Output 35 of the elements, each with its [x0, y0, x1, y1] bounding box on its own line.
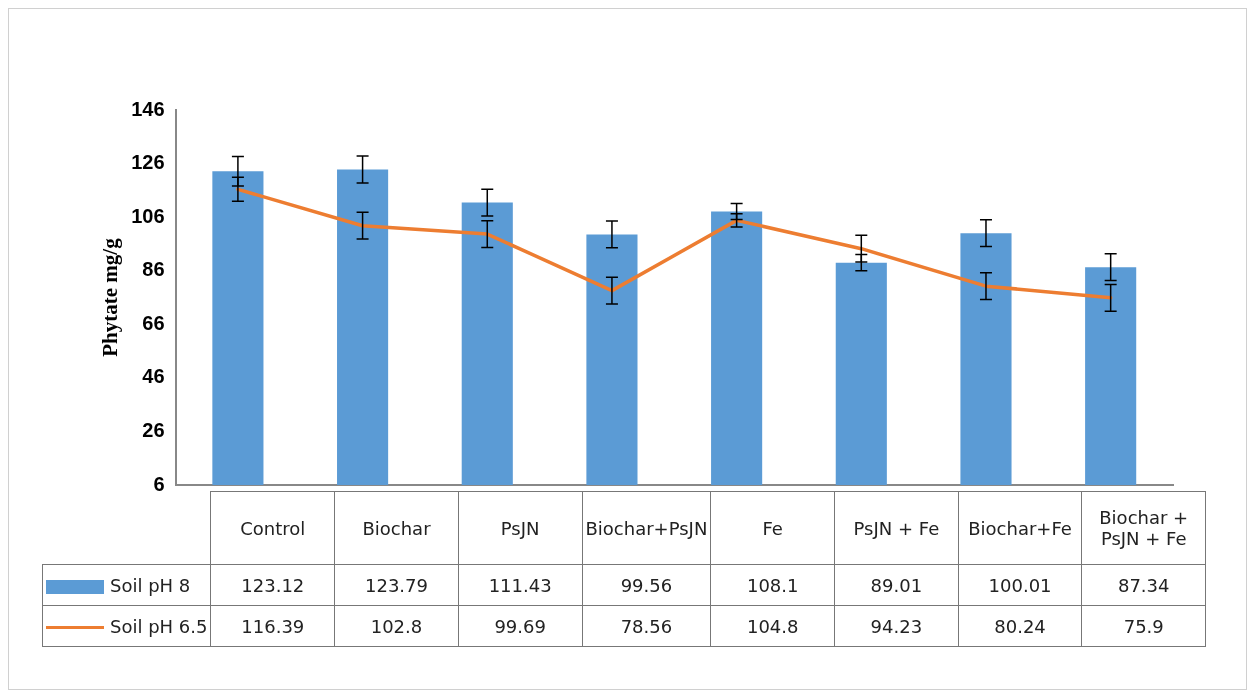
legend-label: Soil pH 6.5 [42, 605, 211, 647]
x-tick-label: Biochar+Fe [958, 491, 1082, 565]
data-label: 102.8 [334, 605, 459, 647]
data-label: 80.24 [958, 605, 1082, 647]
y-tick-label: 6 [153, 472, 165, 495]
y-tick-label: 86 [142, 258, 165, 281]
y-tick-label: 46 [142, 365, 165, 388]
data-label: 108.1 [710, 564, 835, 606]
x-tick-label: PsJN + Fe [834, 491, 959, 565]
data-label: 89.01 [834, 564, 959, 606]
data-label: 123.79 [334, 564, 459, 606]
data-label: 87.34 [1081, 564, 1206, 606]
x-tick-label: Biochar + PsJN + Fe [1081, 491, 1206, 565]
data-label: 111.43 [458, 564, 582, 606]
data-label: 78.56 [582, 605, 711, 647]
data-label: 99.69 [458, 605, 582, 647]
data-label: 100.01 [958, 564, 1082, 606]
legend-label: Soil pH 8 [42, 564, 211, 606]
x-tick-label: Biochar [334, 491, 459, 565]
data-label: 116.39 [210, 605, 335, 647]
x-tick-label: Fe [710, 491, 835, 565]
y-tick-label: 66 [142, 311, 165, 334]
x-tick-label: Control [210, 491, 335, 565]
y-axis-title: Phytate mg/g [98, 237, 123, 357]
x-tick-label: Biochar+PsJN [582, 491, 711, 565]
data-label: 75.9 [1081, 605, 1206, 647]
y-tick-label: 126 [131, 151, 165, 174]
data-label: 99.56 [582, 564, 711, 606]
data-label: 123.12 [210, 564, 335, 606]
data-label: 94.23 [834, 605, 959, 647]
y-tick-label: 146 [131, 97, 165, 120]
y-tick-label: 106 [131, 204, 165, 227]
y-tick-label: 26 [142, 418, 165, 441]
x-tick-label: PsJN [458, 491, 582, 565]
data-label: 104.8 [710, 605, 835, 647]
